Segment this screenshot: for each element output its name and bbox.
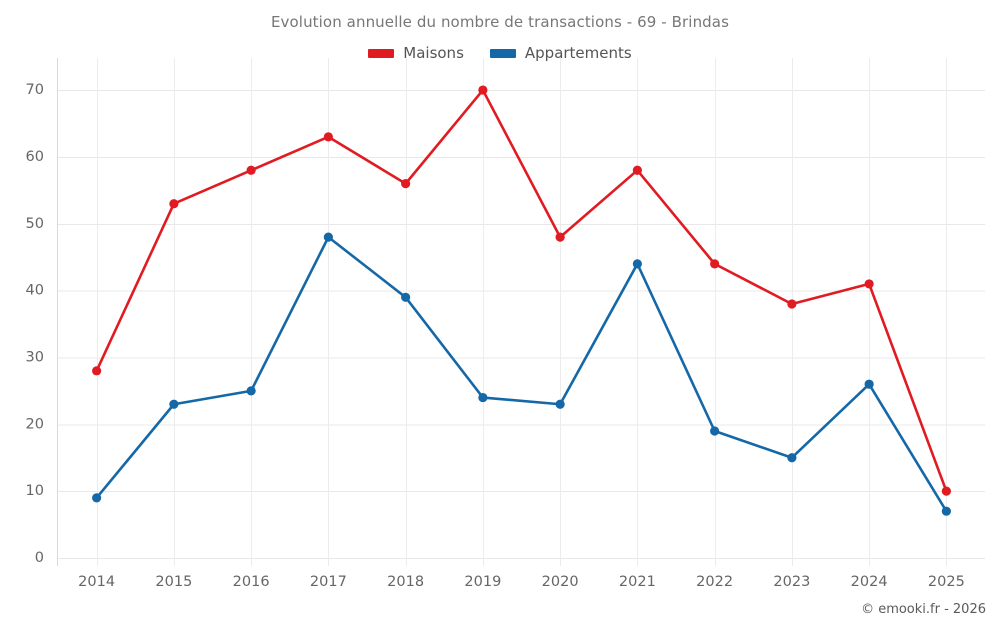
y-axis-tick-label: 20 bbox=[26, 416, 44, 432]
x-axis-tick-label: 2023 bbox=[773, 574, 810, 590]
data-point-appartements-2021[interactable] bbox=[632, 259, 642, 269]
y-axis-tick-label: 30 bbox=[26, 349, 44, 365]
data-point-appartements-2015[interactable] bbox=[169, 399, 179, 409]
data-point-appartements-2024[interactable] bbox=[864, 379, 874, 389]
y-axis-tick-label: 0 bbox=[35, 550, 44, 566]
data-point-maisons-2024[interactable] bbox=[864, 279, 874, 289]
data-point-appartements-2018[interactable] bbox=[401, 292, 411, 302]
legend-label-appartements: Appartements bbox=[524, 44, 632, 62]
data-point-appartements-2019[interactable] bbox=[478, 392, 488, 403]
chart-title: Evolution annuelle du nombre de transact… bbox=[270, 13, 730, 31]
data-point-maisons-2023[interactable] bbox=[787, 299, 797, 309]
x-axis-tick-label: 2020 bbox=[542, 574, 579, 590]
y-axis-tick-label: 50 bbox=[26, 216, 44, 232]
x-axis-tick-label: 2014 bbox=[78, 574, 115, 590]
data-point-maisons-2021[interactable] bbox=[632, 165, 642, 175]
data-point-appartements-2022[interactable] bbox=[710, 426, 720, 436]
data-point-maisons-2015[interactable] bbox=[169, 199, 179, 209]
x-axis-tick-label: 2015 bbox=[155, 574, 192, 590]
data-point-maisons-2022[interactable] bbox=[710, 259, 720, 269]
x-axis-tick-label: 2025 bbox=[928, 574, 965, 590]
data-point-appartements-2020[interactable] bbox=[555, 399, 565, 409]
data-point-maisons-2019[interactable] bbox=[478, 85, 488, 95]
data-point-appartements-2017[interactable] bbox=[323, 232, 333, 242]
x-axis-tick-label: 2018 bbox=[387, 574, 424, 590]
data-point-maisons-2018[interactable] bbox=[401, 179, 411, 189]
copyright-footer: © emooki.fr - 2026 bbox=[861, 602, 986, 617]
x-axis-tick-label: 2019 bbox=[464, 574, 501, 590]
data-point-maisons-2014[interactable] bbox=[92, 366, 102, 376]
data-point-appartements-2016[interactable] bbox=[246, 386, 256, 396]
data-point-maisons-2020[interactable] bbox=[555, 232, 565, 242]
legend-item-appartements[interactable]: Appartements bbox=[489, 44, 632, 62]
y-axis-tick-label: 10 bbox=[26, 483, 44, 499]
data-point-maisons-2016[interactable] bbox=[246, 165, 256, 175]
x-axis-tick-label: 2024 bbox=[851, 574, 888, 590]
legend-label-maisons: Maisons bbox=[403, 44, 464, 62]
data-point-maisons-2017[interactable] bbox=[323, 132, 333, 142]
data-point-appartements-2025[interactable] bbox=[941, 506, 951, 516]
legend-color-swatch-maisons bbox=[368, 48, 395, 58]
legend-color-swatch-appartements bbox=[489, 48, 516, 58]
x-axis-tick-label: 2021 bbox=[619, 574, 656, 590]
data-point-maisons-2025[interactable] bbox=[941, 486, 951, 496]
x-axis-tick-label: 2016 bbox=[233, 574, 270, 590]
x-axis-tick-label: 2017 bbox=[310, 574, 347, 590]
x-axis-tick-label: 2022 bbox=[696, 574, 733, 590]
series-line-appartements bbox=[95, 235, 948, 513]
y-axis-tick-label: 70 bbox=[26, 82, 44, 98]
chart-legend: Maisons Appartements bbox=[0, 44, 1000, 62]
legend-item-maisons[interactable]: Maisons bbox=[368, 44, 464, 62]
y-axis-tick-label: 60 bbox=[26, 149, 44, 165]
series-line-maisons bbox=[95, 88, 948, 493]
data-point-appartements-2014[interactable] bbox=[92, 493, 102, 503]
y-axis-tick-label: 40 bbox=[26, 283, 44, 299]
data-point-appartements-2023[interactable] bbox=[787, 453, 797, 463]
